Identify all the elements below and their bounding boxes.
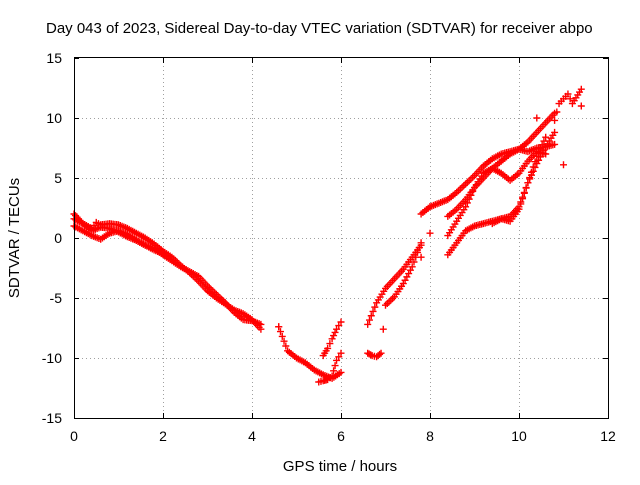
data-point (335, 353, 343, 361)
y-tick-label: 5 (54, 170, 62, 186)
x-tick-label: 2 (159, 428, 167, 444)
data-point (328, 335, 336, 343)
x-tick-label: 0 (70, 428, 78, 444)
y-tick-label: 10 (46, 110, 62, 126)
axis-ticks: 0 2 4 6 8 10 12 -15 -10 -5 0 5 10 15 (42, 50, 616, 444)
data-point (371, 303, 379, 311)
y-tick-label: -10 (42, 350, 62, 366)
y-axis-label: SDTVAR / TECUs (6, 178, 23, 298)
data-point (367, 351, 375, 359)
data-point (364, 320, 372, 328)
data-point (280, 337, 288, 345)
data-point (331, 362, 339, 370)
data-point (369, 307, 377, 315)
x-tick-label: 8 (426, 428, 434, 444)
data-point (560, 161, 567, 169)
data-point (337, 318, 345, 326)
data-point (367, 312, 375, 320)
data-point (275, 323, 283, 331)
data-point (527, 168, 535, 176)
data-point (531, 158, 539, 166)
data-point (469, 187, 477, 195)
data-point (515, 205, 523, 213)
data-point (522, 184, 530, 192)
y-tick-label: 0 (54, 230, 62, 246)
data-point (536, 145, 544, 153)
data-point (377, 349, 385, 357)
data-point (538, 141, 546, 149)
data-point (577, 85, 585, 93)
data-point (467, 191, 475, 199)
data-point (417, 253, 425, 261)
data-point (520, 189, 528, 197)
data-point (553, 108, 561, 116)
data-point (551, 116, 559, 124)
data-point (517, 200, 525, 208)
data-point (333, 356, 341, 364)
data-point (326, 340, 334, 348)
data-point (542, 150, 550, 158)
x-axis-label: GPS time / hours (283, 458, 397, 475)
data-point (337, 368, 345, 376)
x-tick-label: 6 (337, 428, 345, 444)
data-point (551, 128, 559, 136)
y-tick-label: -5 (50, 290, 63, 306)
data-point (335, 322, 343, 330)
data-point (337, 349, 345, 357)
data-point (379, 325, 387, 333)
data-point (533, 114, 541, 122)
data-point (526, 174, 534, 182)
data-point (524, 179, 532, 187)
data-point (417, 241, 425, 249)
data-point (577, 102, 585, 110)
data-point (426, 229, 434, 237)
data-point (282, 342, 290, 350)
chart-title: Day 043 of 2023, Sidereal Day-to-day VTE… (46, 20, 593, 37)
y-tick-label: 15 (46, 50, 62, 66)
data-point (465, 195, 473, 203)
data-point (330, 332, 338, 340)
data-point (564, 90, 572, 98)
grid (74, 58, 608, 418)
data-point (533, 152, 541, 160)
data-point (542, 133, 550, 141)
data-point (426, 203, 434, 211)
x-tick-label: 12 (600, 428, 616, 444)
data-point (257, 320, 265, 328)
data-point (324, 344, 332, 352)
data-point (540, 137, 548, 145)
data-point (333, 325, 341, 333)
data-point (542, 143, 550, 151)
data-point (529, 163, 537, 171)
data-point (376, 350, 384, 358)
data-points (70, 85, 585, 386)
data-point (463, 199, 471, 207)
data-point (276, 328, 284, 336)
data-point (535, 149, 543, 157)
data-point (519, 195, 527, 203)
data-point (328, 372, 336, 380)
x-tick-label: 10 (511, 428, 527, 444)
data-point (159, 250, 167, 258)
data-point (365, 316, 373, 324)
data-point (330, 367, 338, 375)
data-point (551, 140, 559, 148)
data-point (408, 263, 416, 271)
data-point (462, 203, 470, 211)
y-tick-label: -15 (42, 410, 62, 426)
data-point (566, 95, 574, 103)
data-point (331, 328, 339, 336)
data-point (278, 332, 286, 340)
x-tick-label: 4 (248, 428, 256, 444)
